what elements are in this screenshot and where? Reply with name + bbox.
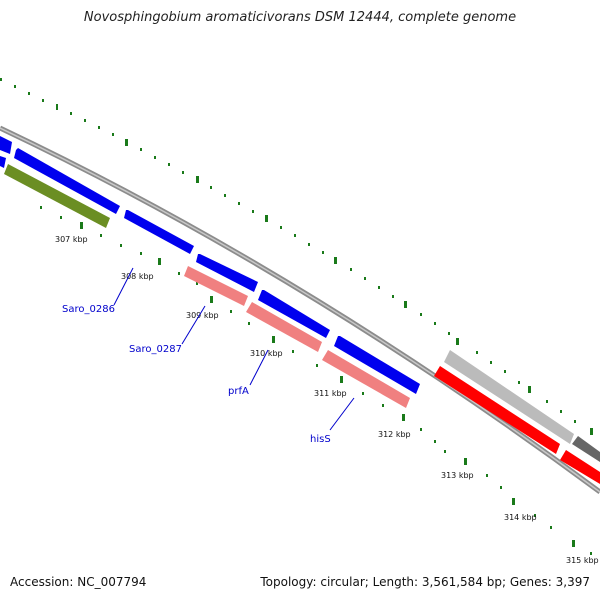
rna-feature[interactable] <box>246 302 322 352</box>
rna-feature[interactable] <box>184 266 248 306</box>
cds-feature[interactable] <box>560 450 600 484</box>
tick-label: 314 kbp <box>504 513 537 522</box>
cds-feature[interactable] <box>334 336 420 394</box>
gene-label-saro-0287[interactable]: Saro_0287 <box>129 344 182 355</box>
cds-feature[interactable] <box>0 136 12 154</box>
gene-label-leaders <box>113 267 355 431</box>
tick-label: 307 kbp <box>55 235 88 244</box>
tick-label: 315 kbp <box>566 556 599 565</box>
gene-labels: Saro_0286 Saro_0287 prfA hisS <box>62 304 331 445</box>
gene-label-hiss[interactable]: hisS <box>310 434 331 445</box>
gene-label-prfa[interactable]: prfA <box>228 386 249 397</box>
tick-label: 312 kbp <box>378 430 411 439</box>
reverse-strand-features <box>0 156 600 484</box>
other-feature[interactable] <box>4 164 110 228</box>
cds-feature[interactable] <box>0 156 6 168</box>
tick-label: 308 kbp <box>121 272 154 281</box>
rna-feature[interactable] <box>322 350 410 408</box>
misc-feature[interactable] <box>572 436 600 462</box>
genome-backbone-highlight <box>0 127 600 493</box>
cds-feature[interactable] <box>434 366 560 454</box>
outer-tick-ring <box>0 78 593 435</box>
cds-feature[interactable] <box>14 148 120 214</box>
forward-strand-features <box>0 136 600 462</box>
cds-feature[interactable] <box>124 210 194 254</box>
cds-feature[interactable] <box>196 254 258 292</box>
misc-feature[interactable] <box>444 350 574 444</box>
map-title: Novosphingobium aromaticivorans DSM 1244… <box>83 10 517 25</box>
tick-label: 313 kbp <box>441 471 474 480</box>
accession-text: Accession: NC_007794 <box>10 575 147 589</box>
tick-label: 311 kbp <box>314 389 347 398</box>
cds-feature[interactable] <box>258 290 330 338</box>
gene-label-saro-0286[interactable]: Saro_0286 <box>62 304 115 315</box>
inner-tick-ring <box>40 206 592 555</box>
genome-summary-text: Topology: circular; Length: 3,561,584 bp… <box>260 575 590 589</box>
tick-label: 309 kbp <box>186 311 219 320</box>
